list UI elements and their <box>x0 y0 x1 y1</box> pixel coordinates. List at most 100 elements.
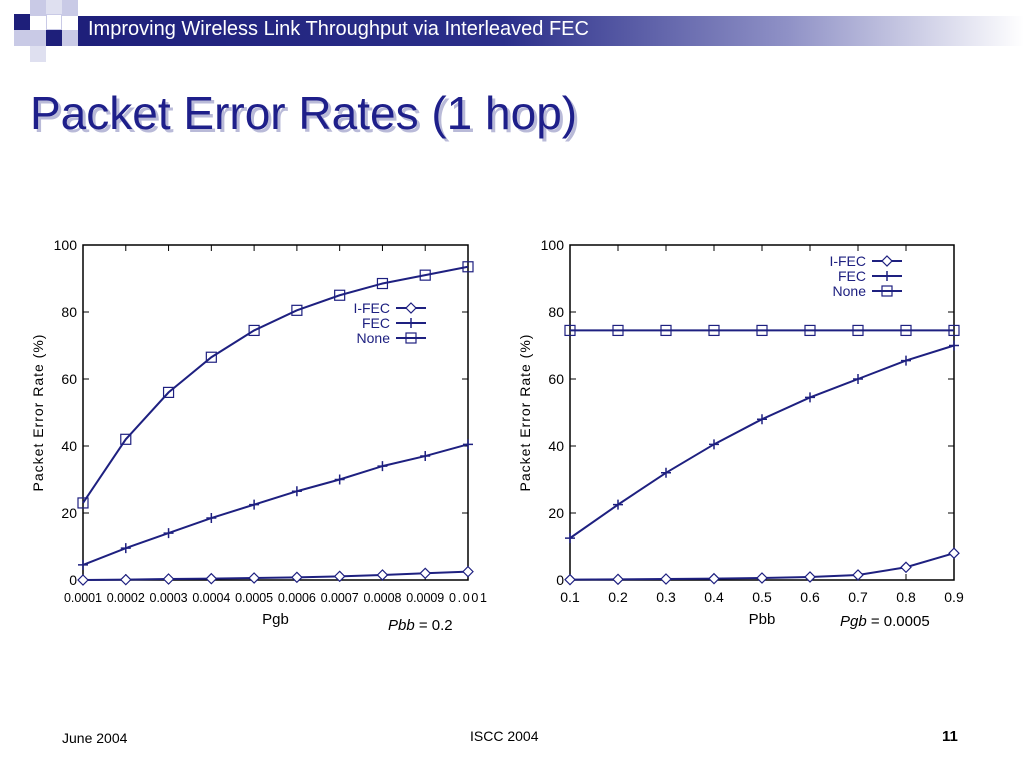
series-fec <box>78 439 473 570</box>
y-tick-label: 60 <box>548 371 564 387</box>
data-point <box>757 414 767 425</box>
series-line <box>82 570 469 581</box>
x-tick-label: 0.4 <box>704 589 724 605</box>
data-point <box>660 324 672 337</box>
data-point <box>709 439 719 450</box>
data-point <box>900 561 912 574</box>
data-point <box>248 572 260 584</box>
data-point <box>334 474 345 485</box>
y-tick-label: 100 <box>541 237 565 253</box>
y-tick-label: 100 <box>54 237 78 253</box>
data-point <box>564 573 576 586</box>
series-i-fec <box>77 565 474 586</box>
data-point <box>120 433 132 445</box>
data-point <box>291 304 303 316</box>
data-point <box>853 374 863 384</box>
x-tick-label: 0.3 <box>656 589 676 605</box>
data-point <box>804 571 816 583</box>
data-point <box>376 569 389 581</box>
x-tick-label: 0.5 <box>752 589 772 605</box>
data-point <box>949 340 959 351</box>
x-tick-label: 0.0001 <box>64 591 102 605</box>
data-point <box>249 499 260 510</box>
data-point <box>948 324 960 337</box>
legend-marker <box>406 318 416 328</box>
data-point <box>564 324 576 337</box>
decorative-square <box>46 14 62 30</box>
x-tick-label: 0.9 <box>944 589 964 605</box>
data-point <box>333 570 346 583</box>
legend-marker <box>405 332 417 344</box>
data-point <box>120 543 131 554</box>
data-point <box>291 571 303 584</box>
data-point <box>419 269 431 281</box>
slide-title: Packet Error Rates (1 hop) <box>30 87 578 139</box>
header-bar <box>78 16 1024 46</box>
caption-variable: Pgb <box>840 613 867 630</box>
x-axis-label: Pgb <box>262 611 289 628</box>
data-point <box>565 533 575 544</box>
data-point <box>162 386 175 398</box>
footer-venue: ISCC 2004 <box>470 728 539 744</box>
legend-label: FEC <box>838 268 866 284</box>
y-tick-label: 40 <box>61 438 77 454</box>
data-point <box>462 261 474 273</box>
decorative-square <box>14 30 30 46</box>
caption-value: = 0.0005 <box>866 613 930 630</box>
data-point <box>852 569 864 581</box>
data-point <box>900 324 912 337</box>
page-number: 11 <box>942 728 958 745</box>
decorative-square <box>46 0 62 16</box>
data-point <box>901 355 911 366</box>
decorative-square <box>30 30 46 46</box>
footer-date: June 2004 <box>62 730 128 746</box>
x-tick-label: 0.0005 <box>235 591 273 605</box>
y-tick-label: 0 <box>556 572 564 588</box>
series-line <box>569 344 955 539</box>
x-tick-label: 0.0008 <box>363 591 401 605</box>
data-point <box>756 572 768 584</box>
data-point <box>804 324 816 337</box>
data-point <box>205 572 218 585</box>
data-point <box>661 467 671 478</box>
decorative-square <box>46 30 62 46</box>
data-point <box>77 497 89 509</box>
legend-marker <box>882 271 892 281</box>
legend-marker <box>881 285 893 297</box>
data-point <box>948 547 960 560</box>
data-point <box>77 574 89 586</box>
data-point <box>334 289 346 301</box>
data-point <box>162 573 175 585</box>
x-tick-label: 0.2 <box>608 589 628 605</box>
data-point <box>420 451 431 462</box>
data-point <box>852 324 864 337</box>
y-axis-label: Packet Error Rate (%) <box>30 334 46 492</box>
x-tick-label: 0.7 <box>848 589 868 605</box>
legend-label: FEC <box>362 315 390 331</box>
decorative-square <box>14 14 30 30</box>
data-point <box>612 324 624 337</box>
y-tick-label: 80 <box>61 304 77 320</box>
data-point <box>462 565 474 578</box>
data-point <box>756 324 768 337</box>
data-point <box>163 528 174 539</box>
data-point <box>377 461 388 472</box>
x-tick-label: 0.0002 <box>107 591 145 605</box>
chart-right: 0 20 40 60 80 100 0.1 0.2 0.3 0.4 0.5 0.6 0.7 0.8 0.9 P… <box>517 237 964 628</box>
x-tick-label: 0.0006 <box>278 591 316 605</box>
x-tick-label: 0.0003 <box>150 591 188 605</box>
legend-label: None <box>357 330 391 346</box>
decorative-square <box>62 30 78 46</box>
legend-label: None <box>833 283 867 299</box>
header-title: Improving Wireless Link Throughput via I… <box>88 18 589 40</box>
caption-right: Pgb = 0.0005 <box>840 613 930 630</box>
plot-frame <box>569 244 955 581</box>
series-none <box>77 261 474 509</box>
legend-label: I-FEC <box>353 300 390 316</box>
data-point <box>463 439 473 450</box>
x-tick-label: 0.0004 <box>192 591 230 605</box>
plot-frame <box>82 244 469 581</box>
x-tick-label: 0.001 <box>449 591 487 605</box>
series-i-fec <box>564 547 960 586</box>
